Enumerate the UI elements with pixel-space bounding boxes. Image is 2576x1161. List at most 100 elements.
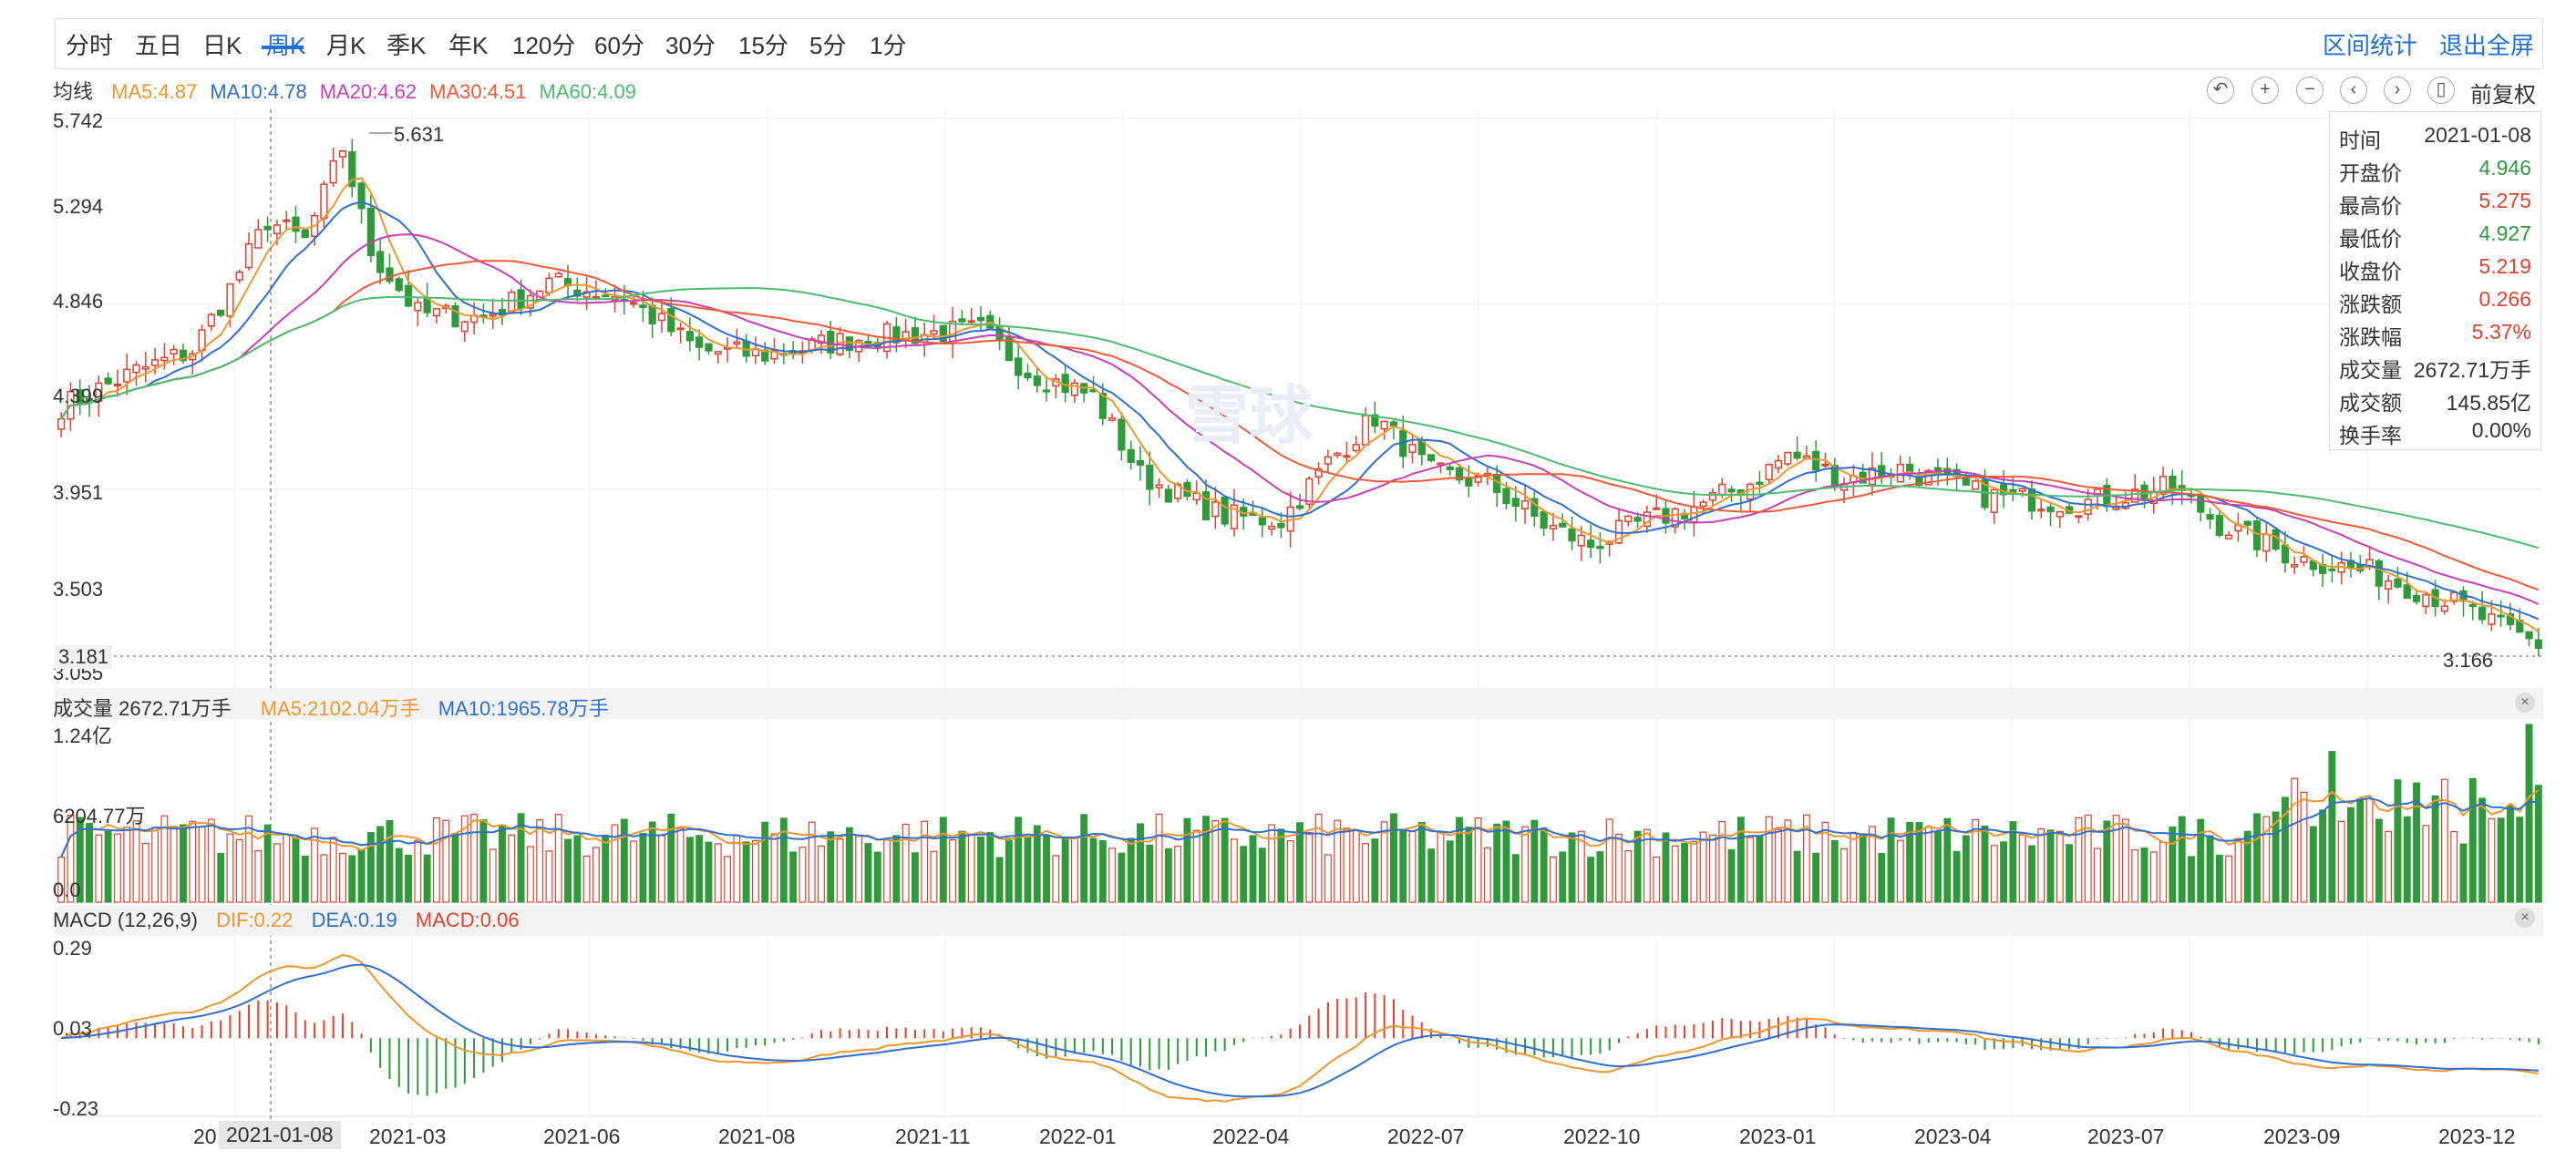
candle-body [1042,389,1051,393]
candle-body [554,272,562,278]
range-stats-link[interactable]: 区间统计 [2323,32,2418,59]
candle-body [667,308,675,333]
candle-body [2056,510,2064,518]
volume-bar [442,819,450,903]
candle-body [1990,488,1998,513]
volume-bar [2347,807,2354,903]
candle-body [1380,420,1388,430]
right-icon[interactable]: › [2384,77,2411,104]
candle-body [1962,477,1970,486]
x-axis-label: 2023-04 [1914,1125,1992,1148]
candle-body [1005,337,1013,362]
candle-body [714,351,722,355]
tab-10[interactable]: 15分 [738,32,788,59]
volume-bar [263,824,272,903]
candle-body [911,327,920,344]
zoom-in-icon[interactable]: + [2251,77,2279,104]
info-key: 最高价 [2339,194,2402,218]
volume-bar [1540,827,1548,903]
x-axis-label: 2022-10 [1563,1125,1641,1148]
volume-bar [1869,826,1876,903]
volume-bar [1972,818,1980,903]
undo-icon[interactable]: ↶ [2207,77,2234,104]
zoom-out-icon[interactable]: − [2296,77,2324,104]
candle-body [1305,478,1314,505]
volume-bar [2440,778,2448,903]
volume-bar [742,841,750,903]
tab-4[interactable]: 月K [326,32,366,59]
tab-7[interactable]: 120分 [512,32,576,59]
volume-bar [1643,828,1651,903]
volume-bar [582,855,591,903]
left-icon[interactable]: ‹ [2340,77,2367,104]
close-macd-panel-icon[interactable]: × [2515,908,2535,928]
volume-bar [2309,826,2317,903]
volume-legend-title: 成交量 2672.71万手 [53,697,232,720]
volume-bar [1577,830,1585,903]
tab-2[interactable]: 日K [202,32,242,59]
tab-8[interactable]: 60分 [594,32,644,59]
tab-11[interactable]: 5分 [809,32,847,59]
candle-body [592,295,601,299]
info-row: 最高价 5.275 [2339,189,2531,221]
tab-9[interactable]: 30分 [665,32,716,59]
candle-body [2084,498,2092,515]
volume-bar [789,851,798,903]
candle-body [2468,603,2477,608]
tab-5[interactable]: 季K [386,32,427,59]
candle-body [1015,357,1023,376]
candle-body [179,349,188,362]
volume-bar [2328,751,2336,903]
macd-legend-band [55,905,2543,936]
candle-body [2488,613,2496,625]
volume-bar [2497,817,2505,903]
exit-fullscreen-link[interactable]: 退出全屏 [2439,32,2535,59]
candle-body [1295,505,1304,509]
candle-body [2046,506,2055,513]
period-low-label: 3.166 [2443,649,2494,672]
ma-legend-item-2: MA20:4.62 [319,80,417,103]
candle-body [386,267,394,283]
tab-12[interactable]: 1分 [870,32,907,59]
tab-6[interactable]: 年K [448,32,489,59]
volume-bar [123,827,131,903]
volume-bar [1924,826,1932,903]
volume-bar [1727,848,1736,903]
volume-bar [2468,777,2477,903]
volume-bar [1550,856,1557,903]
volume-bar [2243,830,2251,903]
volume-bar [1127,837,1135,903]
tab-0[interactable]: 分时 [66,32,114,59]
volume-bar [630,840,638,903]
volume-bar [1417,821,1426,903]
battery-icon[interactable]: ▯ [2427,77,2455,104]
volume-bar [1906,821,1914,903]
volume-bar [2450,830,2458,903]
ma-line-10 [60,200,2540,621]
volume-bar [1399,830,1407,903]
volume-bar [977,837,984,903]
watermark-text: 雪球 [1185,380,1313,451]
tab-1[interactable]: 五日 [135,32,183,59]
volume-bar [1662,832,1670,903]
volume-bar [564,838,572,903]
close-volume-panel-icon[interactable]: × [2515,693,2535,713]
volume-bar [2169,826,2177,903]
volume-bar [2459,843,2468,903]
volume-bar [761,821,769,903]
volume-bar [1362,843,1370,903]
volume-bar [517,813,525,903]
candle-body [1324,456,1332,465]
volume-bar [883,839,891,903]
volume-bar [1793,850,1801,903]
adjust-mode-label[interactable]: 前复权 [2470,83,2536,108]
volume-bar [921,820,929,903]
volume-bar [348,855,356,903]
volume-bar [1080,814,1088,903]
volume-bar [2206,835,2214,903]
volume-bar [667,814,675,903]
volume-bar [339,852,346,903]
x-axis-label: 20 [193,1125,217,1148]
x-axis-label: 2023-12 [2438,1125,2516,1148]
